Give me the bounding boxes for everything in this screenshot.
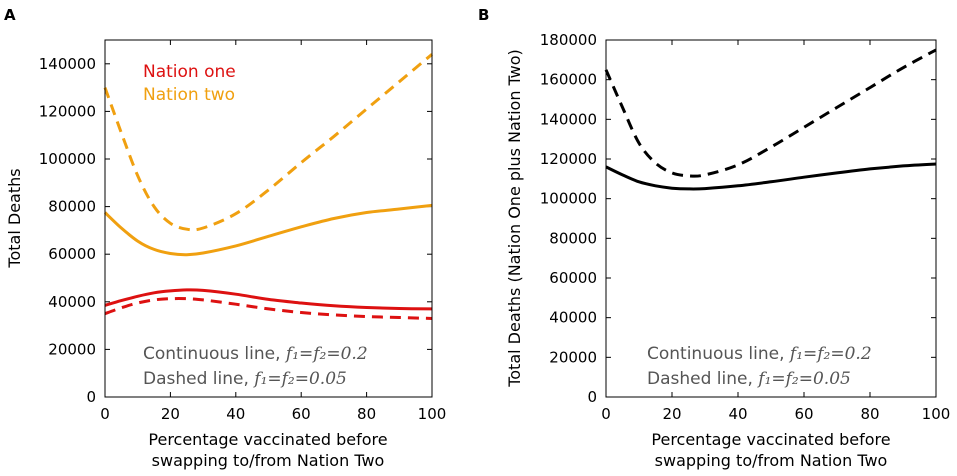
panel-a-y-tick-label: 140000: [39, 55, 96, 73]
panel-b-note-dashed-text: Dashed line,: [647, 369, 758, 389]
panel-b-note-continuous-text: Continuous line,: [647, 344, 790, 364]
panel-a-series-solid-line: [104, 288, 433, 311]
panel-b: B 0 20 40 60 80 100 0 20000 40000 60000 80000 10000…: [478, 6, 950, 470]
panel-a-ticks: 0 20 40 60 80 100 0 20000 40000 60000 80000 100000 1…: [39, 40, 447, 423]
panel-a-note-continuous-text: Continuous line,: [143, 344, 286, 364]
panel-a-x-axis-label-line-1: Percentage vaccinated before: [148, 430, 387, 449]
panel-a: A 0 20 40 60 80 100 0 20000 40000 60000 80000 10000…: [4, 6, 446, 470]
panel-a-note-continuous: Continuous line, f₁=f₂=0.2: [143, 344, 368, 364]
panel-b-y-axis-label-group: Total Deaths (Nation One plus Nation Two…: [505, 49, 524, 388]
panel-b-y-tick-label: 120000: [540, 150, 597, 168]
panel-b-y-tick-label: 0: [587, 388, 597, 406]
panel-b-y-tick-label: 80000: [549, 229, 597, 247]
panel-b-y-tick-label: 20000: [549, 348, 597, 366]
panel-b-x-tick-label: 0: [601, 405, 611, 423]
panel-b-x-tick-label: 100: [922, 405, 951, 423]
panel-b-y-tick-label: 100000: [540, 190, 597, 208]
panel-b-plot-frame: [605, 39, 937, 398]
panel-a-x-tick-label: 40: [226, 405, 245, 423]
panel-b-note-dashed: Dashed line, f₁=f₂=0.05: [647, 369, 851, 389]
panel-a-y-tick-label: 120000: [39, 102, 96, 120]
panel-a-series-solid-line: [103, 203, 433, 257]
panel-a-series-dashed-line: [103, 53, 433, 232]
panel-b-x-tick-label: 40: [728, 405, 747, 423]
panel-a-series: [103, 53, 433, 320]
panel-a-y-tick-label: 40000: [48, 293, 96, 311]
panel-b-x-axis-label-line-1: Percentage vaccinated before: [651, 430, 890, 449]
panel-b-note-dashed-math: f₁=f₂=0.05: [756, 369, 851, 389]
panel-a-x-tick-label: 60: [292, 405, 311, 423]
panel-b-note-continuous: Continuous line, f₁=f₂=0.2: [647, 344, 872, 364]
panel-a-note-continuous-math: f₁=f₂=0.2: [284, 344, 368, 364]
panel-a-y-tick-label: 20000: [48, 340, 96, 358]
panel-a-note-dashed-math: f₁=f₂=0.05: [252, 369, 347, 389]
panel-b-x-axis-label-line-2: swapping to/from Nation Two: [655, 451, 888, 470]
panel-b-y-tick-label: 40000: [549, 309, 597, 327]
panel-a-x-tick-label: 80: [357, 405, 376, 423]
panel-b-y-tick-label: 160000: [540, 71, 597, 89]
panel-a-letter: A: [4, 6, 16, 24]
panel-b-ticks: 0 20 40 60 80 100 0 20000 40000 60000 80000 100000 1…: [540, 31, 951, 423]
panel-a-y-tick-label: 60000: [48, 245, 96, 263]
panel-a-y-axis-label-group: Total Deaths: [5, 168, 24, 268]
panel-a-y-tick-label: 0: [86, 388, 96, 406]
panel-b-series: [604, 48, 937, 191]
panel-b-series-dashed-line: [604, 48, 937, 178]
legend-nation-one: Nation one: [143, 62, 236, 82]
panel-a-note-dashed: Dashed line, f₁=f₂=0.05: [143, 369, 347, 389]
panel-a-y-axis-label: Total Deaths: [5, 168, 24, 268]
panel-a-x-tick-label: 100: [418, 405, 447, 423]
panel-a-series-dashed-line: [104, 297, 433, 320]
panel-a-x-tick-label: 0: [100, 405, 110, 423]
panel-b-x-tick-label: 80: [860, 405, 879, 423]
panel-b-x-tick-label: 20: [662, 405, 681, 423]
panel-b-y-tick-label: 60000: [549, 269, 597, 287]
panel-b-note-continuous-math: f₁=f₂=0.2: [788, 344, 872, 364]
panel-a-y-tick-label: 100000: [39, 150, 96, 168]
legend-nation-two: Nation two: [143, 85, 235, 105]
panel-a-y-tick-label: 80000: [48, 198, 96, 216]
panel-a-note-dashed-text: Dashed line,: [143, 369, 254, 389]
panel-b-letter: B: [478, 6, 489, 24]
panel-a-x-axis-label-line-2: swapping to/from Nation Two: [152, 451, 385, 470]
panel-b-x-tick-label: 60: [794, 405, 813, 423]
panel-b-y-tick-label: 140000: [540, 110, 597, 128]
panel-a-plot-frame: [104, 39, 433, 398]
panel-b-y-axis-label: Total Deaths (Nation One plus Nation Two…: [505, 49, 524, 388]
panel-a-x-tick-label: 20: [161, 405, 180, 423]
panel-b-y-tick-label: 180000: [540, 31, 597, 49]
panel-b-series-solid-line: [605, 162, 937, 191]
